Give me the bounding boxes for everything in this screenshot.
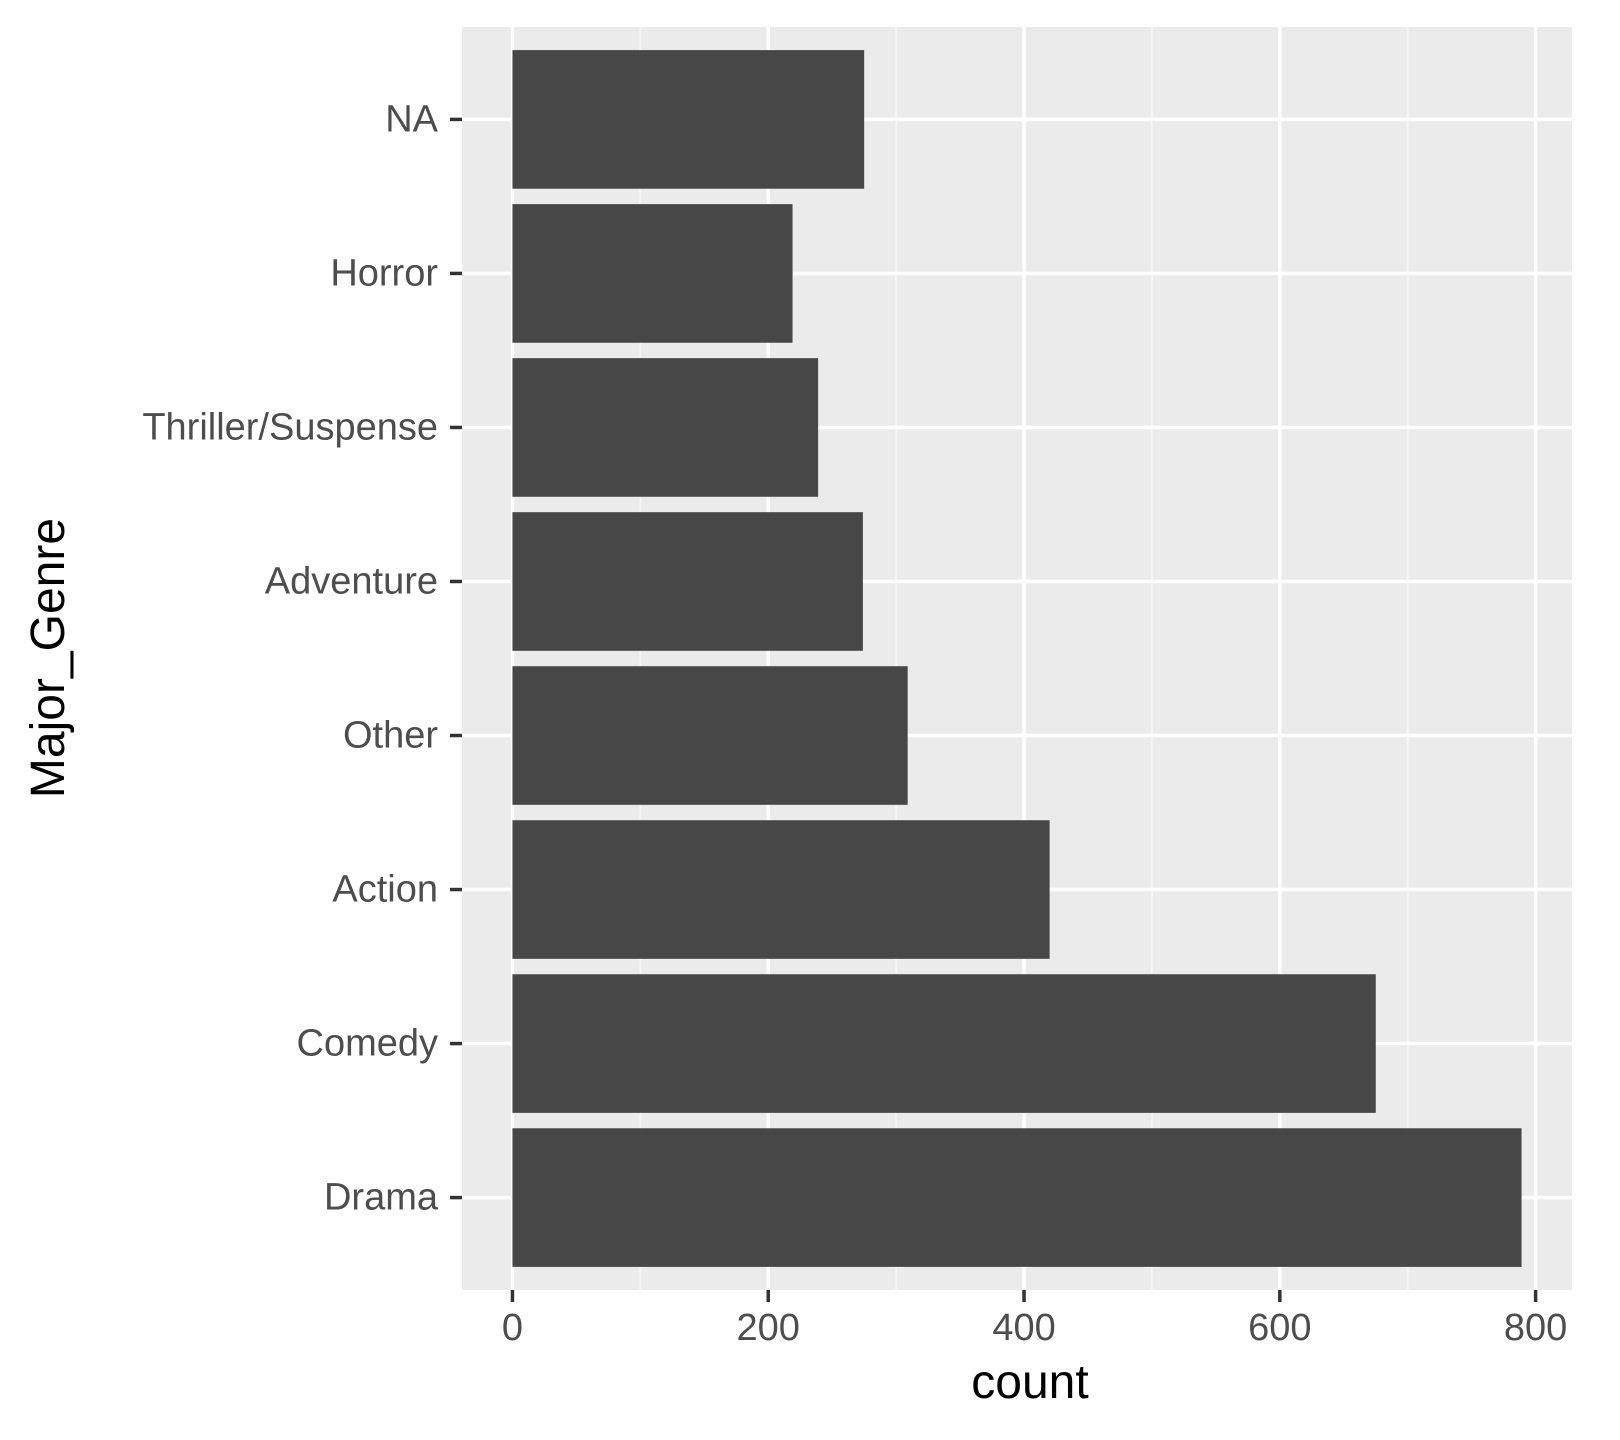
bar-horror (512, 204, 793, 343)
x-tick-label: 800 (1504, 1307, 1567, 1349)
y-tick-label: Thriller/Suspense (142, 406, 438, 448)
x-tick-label: 600 (1248, 1307, 1311, 1349)
bar-adventure (512, 512, 863, 651)
y-axis: Drama Comedy Action Other Adventure Thriller/… (142, 98, 462, 1219)
y-tick-label: Action (332, 869, 438, 911)
x-tick-label: 0 (502, 1307, 523, 1349)
x-tick-label: 400 (992, 1307, 1055, 1349)
bar-other (512, 666, 908, 805)
x-tick-label: 200 (737, 1307, 800, 1349)
bar-drama (512, 1128, 1522, 1267)
x-axis: 0 200 400 600 800 (502, 1290, 1567, 1349)
y-tick-label: NA (385, 98, 438, 140)
y-axis-title: Major_Genre (22, 518, 75, 798)
bars (512, 50, 1522, 1267)
bar-action (512, 820, 1050, 959)
y-tick-label: Adventure (265, 560, 438, 602)
x-axis-title: count (971, 1356, 1088, 1409)
bar-thriller-suspense (512, 358, 819, 497)
y-tick-label: Comedy (297, 1023, 439, 1065)
bar-comedy (512, 974, 1376, 1113)
y-tick-label: Horror (330, 252, 438, 294)
bar-na (512, 50, 865, 189)
y-tick-label: Other (343, 715, 438, 757)
y-tick-label: Drama (324, 1177, 439, 1219)
